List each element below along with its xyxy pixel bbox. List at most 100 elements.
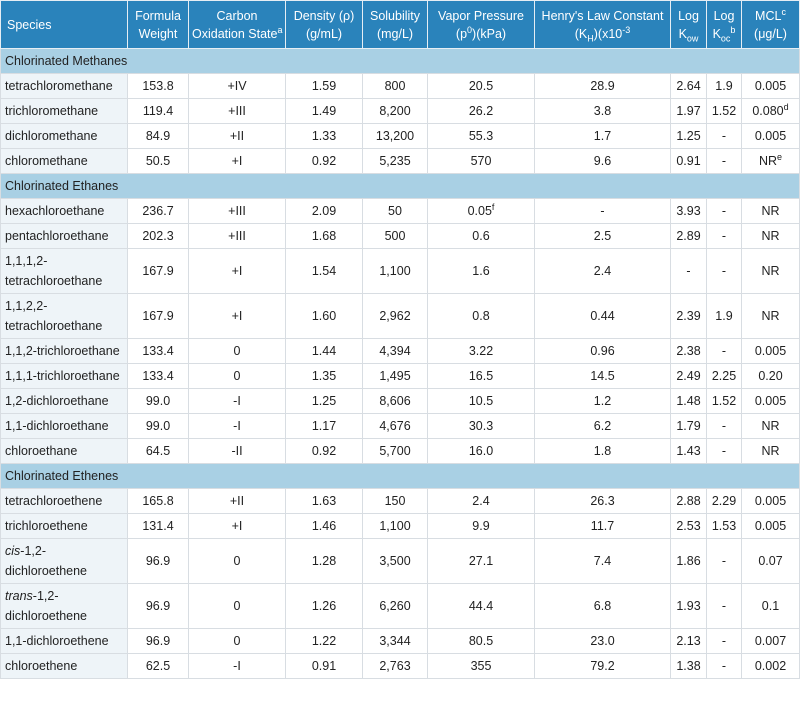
header-line: Formula — [131, 7, 185, 25]
value-cell: 0.96 — [534, 338, 671, 364]
value-cell: 2.49 — [670, 363, 707, 389]
value-cell: 3,344 — [362, 628, 428, 654]
value-cell: 16.5 — [427, 363, 535, 389]
value-cell: 4,394 — [362, 338, 428, 364]
value-cell: 119.4 — [127, 98, 189, 124]
header-line: (p0)(kPa) — [431, 25, 531, 43]
value-cell: 8,606 — [362, 388, 428, 414]
value-cell: 3.8 — [534, 98, 671, 124]
value-cell: 355 — [427, 653, 535, 679]
value-cell: 1.54 — [285, 248, 363, 294]
value-cell: +I — [188, 513, 286, 539]
value-cell: 1.44 — [285, 338, 363, 364]
value-cell: 2.88 — [670, 488, 707, 514]
value-cell: 0.005 — [741, 513, 800, 539]
header-cell: Vapor Pressure (p0)(kPa) — [427, 0, 535, 49]
subscript: oc — [720, 33, 731, 43]
header-line: (g/mL) — [289, 25, 359, 43]
data-row: 1,1,2-trichloroethane 133.4 0 1.44 4,394 3.22… — [0, 338, 800, 364]
value-cell: 8,200 — [362, 98, 428, 124]
data-row: 1,1-dichloroethane 99.0 -I 1.17 4,676 30.3 6.2… — [0, 413, 800, 439]
data-row: 1,1,1-trichloroethane 133.4 0 1.35 1,495 16.5… — [0, 363, 800, 389]
value-cell: 570 — [427, 148, 535, 174]
value-cell: NR — [741, 413, 800, 439]
value-cell: 153.8 — [127, 73, 189, 99]
text: (μg/L) — [754, 26, 787, 41]
value-cell: 28.9 — [534, 73, 671, 99]
value-cell: 7.4 — [534, 538, 671, 584]
value-cell: 5,700 — [362, 438, 428, 464]
value-cell: 1.28 — [285, 538, 363, 584]
text: Henry's Law Constant — [541, 8, 664, 23]
value-cell: 26.2 — [427, 98, 535, 124]
value-cell: 50 — [362, 198, 428, 224]
value-cell: 1.6 — [427, 248, 535, 294]
value-cell: 1.53 — [706, 513, 742, 539]
value-cell: 1,495 — [362, 363, 428, 389]
value-cell: 0.8 — [427, 293, 535, 339]
header-cell: Henry's Law Constant (KH)(x10-3 — [534, 0, 671, 49]
header-line: MCLc — [745, 7, 796, 25]
species-cell: dichloromethane — [0, 123, 128, 149]
data-row: cis-1,2-dichloroethene 96.9 0 1.28 3,500 27.1… — [0, 538, 800, 584]
value-cell: 0.91 — [670, 148, 707, 174]
value-cell: 16.0 — [427, 438, 535, 464]
species-cell: 1,1-dichloroethene — [0, 628, 128, 654]
value-cell: 1,100 — [362, 248, 428, 294]
species-cell: 1,1,1-trichloroethane — [0, 363, 128, 389]
text: (K — [574, 26, 588, 41]
header-line: Carbon — [192, 7, 282, 25]
italic-text: trans — [5, 589, 33, 603]
value-cell: 1.7 — [534, 123, 671, 149]
species-cell: 1,1,2,2-tetrachloroethane — [0, 293, 128, 339]
value-cell: 10.5 — [427, 388, 535, 414]
superscript: d — [783, 101, 789, 112]
value-cell: 6.8 — [534, 583, 671, 629]
value-cell: 1.33 — [285, 123, 363, 149]
value-cell: 2.38 — [670, 338, 707, 364]
value-cell: 1.38 — [670, 653, 707, 679]
value-cell: +IV — [188, 73, 286, 99]
value-cell: 133.4 — [127, 338, 189, 364]
value-cell: -I — [188, 653, 286, 679]
value-cell: 236.7 — [127, 198, 189, 224]
value-cell: - — [534, 198, 671, 224]
value-cell: 1.35 — [285, 363, 363, 389]
header-line: Weight — [131, 25, 185, 43]
value-cell: 2,962 — [362, 293, 428, 339]
value-cell: -I — [188, 388, 286, 414]
value-cell: 2.09 — [285, 198, 363, 224]
value-cell: NR — [741, 438, 800, 464]
text: (mg/L) — [376, 26, 414, 41]
header-line: (μg/L) — [745, 25, 796, 43]
text: Weight — [138, 26, 178, 41]
text: Log — [713, 8, 735, 23]
value-cell: 1.25 — [285, 388, 363, 414]
header-cell: Species — [0, 0, 128, 49]
value-cell: 2,763 — [362, 653, 428, 679]
value-cell: - — [706, 223, 742, 249]
value-cell: 0.92 — [285, 438, 363, 464]
value-cell: 55.3 — [427, 123, 535, 149]
value-cell: 2.53 — [670, 513, 707, 539]
value-cell: NR — [741, 223, 800, 249]
value-cell: +III — [188, 223, 286, 249]
text: )(x10 — [593, 26, 623, 41]
text: Carbon — [216, 8, 258, 23]
header-line: Kocb — [710, 25, 738, 43]
value-cell: 11.7 — [534, 513, 671, 539]
value-cell: - — [706, 123, 742, 149]
value-cell: - — [706, 198, 742, 224]
value-cell: 165.8 — [127, 488, 189, 514]
superscript: 0 — [467, 24, 473, 35]
text: Species — [7, 17, 52, 32]
species-cell: chloroethane — [0, 438, 128, 464]
value-cell: 99.0 — [127, 388, 189, 414]
value-cell: 9.6 — [534, 148, 671, 174]
value-cell: - — [706, 538, 742, 584]
value-cell: - — [706, 583, 742, 629]
value-cell: - — [706, 438, 742, 464]
value-cell: +III — [188, 198, 286, 224]
table-body: Chlorinated Methanes tetrachloromethane 15… — [0, 48, 800, 679]
